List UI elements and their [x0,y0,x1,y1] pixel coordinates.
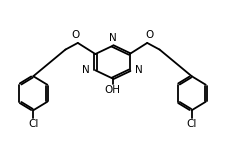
Text: O: O [71,30,80,40]
Text: N: N [82,65,90,75]
Text: N: N [109,33,116,43]
Text: N: N [135,65,143,75]
Text: Cl: Cl [28,119,38,129]
Text: O: O [145,30,154,40]
Text: Cl: Cl [187,119,197,129]
Text: OH: OH [104,85,121,95]
